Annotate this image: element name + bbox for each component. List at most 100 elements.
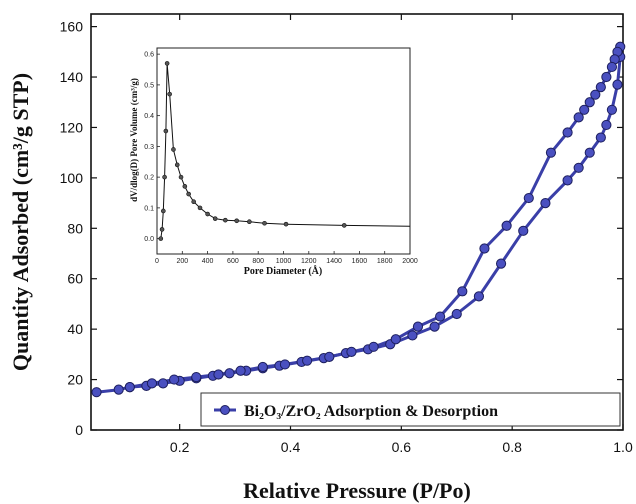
- data-point-desorption: [573, 112, 584, 123]
- x-tick-label: 0.2: [170, 439, 190, 455]
- x-tick-label: 0.4: [281, 439, 301, 455]
- inset-data-point: [191, 199, 196, 205]
- main-series: [91, 41, 626, 398]
- inset-data-point: [262, 220, 267, 226]
- data-point-desorption: [235, 365, 246, 376]
- legend-marker-sample: [220, 405, 230, 415]
- y-tick-label: 140: [60, 69, 84, 85]
- inset-data-point: [163, 128, 169, 134]
- data-point-desorption: [169, 374, 180, 385]
- inset-data-point: [212, 216, 218, 221]
- data-point-desorption: [457, 286, 468, 297]
- inset-data-point: [174, 162, 180, 168]
- inset-x-tick-label: 1200: [301, 258, 317, 265]
- data-point-desorption: [435, 311, 446, 322]
- data-point-desorption: [302, 355, 313, 366]
- data-point-desorption: [562, 127, 573, 138]
- data-point-desorption: [545, 147, 557, 158]
- main-y-axis-title: Quantity Adsorbed (cm³/g STP): [8, 73, 33, 371]
- data-point-adsorption: [407, 330, 418, 341]
- inset-data-point: [283, 221, 289, 227]
- data-point-adsorption: [451, 308, 462, 320]
- inset-y-axis-title: dV/dlog(D) Pore Volume (cm³/g): [129, 78, 139, 202]
- y-tick-label: 160: [60, 19, 84, 35]
- inset-data-point: [182, 184, 188, 189]
- inset-data-point: [247, 219, 252, 225]
- data-point-adsorption: [518, 225, 529, 236]
- y-tick-label: 40: [67, 321, 83, 337]
- inset-y-tick-label: 0.5: [144, 82, 154, 89]
- inset-data-point: [161, 208, 166, 214]
- inset-y-tick-label: 0.2: [144, 175, 154, 182]
- inset-data-point: [158, 236, 164, 241]
- data-point-adsorption: [473, 291, 485, 302]
- inset-plot-frame: [156, 47, 411, 255]
- legend: Bi₂O₃/ZrO₂ Adsorption & Desorption: [200, 392, 621, 427]
- data-point-desorption: [279, 359, 291, 370]
- data-point-desorption: [346, 346, 357, 357]
- y-tick-label: 120: [60, 119, 84, 135]
- inset-data-point: [167, 91, 172, 97]
- data-point-desorption: [191, 371, 202, 383]
- data-point-desorption: [368, 341, 379, 352]
- inset-y-tick-label: 0.1: [144, 205, 154, 212]
- inset-x-tick-label: 0: [155, 258, 159, 265]
- inset-y-tick-label: 0.3: [144, 144, 154, 151]
- data-point-adsorption: [606, 104, 618, 115]
- data-point-desorption: [590, 89, 601, 100]
- data-point-desorption: [501, 220, 512, 231]
- data-point-desorption: [595, 82, 606, 93]
- data-point-adsorption: [595, 132, 606, 143]
- inset-chart: Pore Diameter (Å) dV/dlog(D) Pore Volume…: [129, 47, 418, 277]
- data-point-adsorption: [584, 147, 595, 158]
- y-tick-label: 20: [67, 372, 83, 388]
- data-point-adsorption: [157, 378, 169, 389]
- data-point-desorption: [390, 334, 401, 345]
- data-point-desorption: [213, 369, 224, 380]
- data-point-adsorption: [495, 258, 507, 269]
- y-tick-label: 100: [60, 170, 84, 186]
- data-point-adsorption: [224, 368, 235, 379]
- inset-data-point: [162, 174, 167, 180]
- inset-x-tick-label: 200: [176, 258, 188, 265]
- inset-x-tick-label: 1000: [276, 258, 292, 265]
- x-tick-label: 0.6: [392, 439, 412, 455]
- data-point-desorption: [324, 351, 335, 362]
- y-tick-label: 0: [75, 422, 83, 438]
- main-plot-frame: [90, 13, 624, 431]
- inset-data-point: [186, 191, 191, 197]
- inset-data-point: [178, 174, 184, 180]
- inset-x-tick-label: 1400: [326, 258, 342, 265]
- data-point-adsorption: [540, 197, 551, 209]
- inset-data-point: [171, 147, 176, 152]
- inset-x-tick-label: 1800: [377, 258, 393, 265]
- data-point-desorption: [479, 243, 490, 254]
- data-point-desorption: [523, 192, 534, 204]
- inset-data-point: [197, 205, 203, 211]
- inset-x-tick-label: 400: [202, 258, 214, 265]
- inset-y-tick-label: 0.0: [144, 236, 154, 243]
- inset-x-axis-title: Pore Diameter (Å): [244, 265, 322, 277]
- inset-y-tick-label: 0.6: [144, 52, 154, 59]
- y-tick-label: 60: [67, 271, 83, 287]
- data-point-adsorption: [573, 162, 584, 173]
- inset-data-point: [159, 227, 165, 232]
- data-point-desorption: [146, 378, 158, 389]
- data-point-desorption: [584, 97, 595, 108]
- inset-y-tick-label: 0.4: [144, 113, 154, 120]
- data-point-adsorption: [91, 387, 102, 398]
- data-point-desorption: [257, 361, 268, 373]
- data-point-adsorption: [113, 384, 124, 395]
- inset-data-point: [223, 217, 228, 223]
- data-point-adsorption: [562, 175, 573, 186]
- inset-data-point: [341, 223, 347, 228]
- inset-data-point: [164, 61, 170, 66]
- data-point-desorption: [412, 321, 424, 332]
- data-point-desorption: [606, 61, 618, 73]
- main-x-axis-title: Relative Pressure (P/Po): [243, 478, 471, 503]
- x-tick-label: 1.0: [613, 439, 633, 455]
- inset-x-tick-label: 800: [252, 258, 264, 265]
- main-ticks: 0.2 0.4 0.6 0.8 1.0 0 20 40 60 80 100 120 140 160: [60, 14, 633, 455]
- data-point-adsorption: [601, 119, 612, 131]
